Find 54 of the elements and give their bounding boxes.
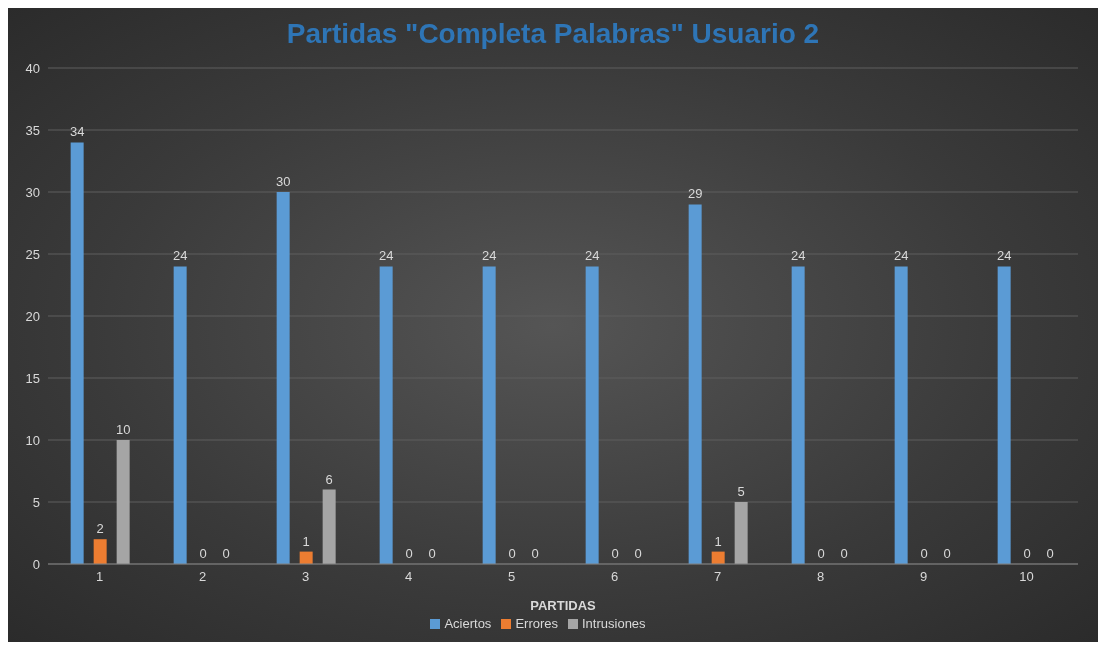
legend-label: Intrusiones [582, 616, 646, 631]
data-label: 24 [172, 248, 188, 264]
data-label: 6 [325, 471, 333, 487]
x-tick-label: 1 [95, 569, 104, 585]
y-tick-label: 20 [25, 308, 40, 324]
data-label: 0 [1046, 545, 1054, 561]
x-tick-label: 5 [507, 569, 516, 585]
data-label: 0 [920, 545, 928, 561]
data-label: 24 [790, 248, 806, 264]
data-label: 24 [378, 248, 394, 264]
x-tick-label: 4 [404, 569, 413, 585]
legend-label: Errores [515, 616, 558, 631]
x-tick-label: 2 [198, 569, 207, 585]
data-label: 34 [69, 124, 85, 140]
y-tick-label: 15 [25, 370, 40, 386]
data-label: 5 [737, 484, 745, 499]
x-tick-label: 3 [301, 569, 310, 585]
y-tick-label: 10 [25, 432, 40, 448]
data-label: 30 [275, 174, 291, 189]
y-tick-label: 5 [32, 494, 40, 510]
data-label: 0 [943, 545, 951, 561]
y-tick-label: 25 [25, 246, 40, 262]
data-label: 1 [302, 533, 310, 549]
data-label: 2 [96, 521, 104, 537]
data-label: 0 [531, 545, 539, 561]
data-label: 24 [996, 248, 1012, 264]
data-label: 29 [687, 186, 703, 202]
x-axis-title: PARTIDAS [530, 598, 597, 613]
data-label: 0 [428, 545, 436, 561]
chart-title: Partidas "Completa Palabras" Usuario 2 [285, 17, 821, 51]
x-tick-label: 7 [713, 569, 722, 585]
x-tick-label: 8 [816, 569, 825, 585]
y-tick-label: 30 [25, 184, 40, 200]
x-tick-label: 9 [919, 569, 928, 585]
data-label: 0 [1023, 545, 1031, 561]
data-label: 1 [714, 533, 722, 549]
data-label: 0 [840, 545, 848, 561]
data-label: 0 [405, 545, 413, 561]
data-label: 10 [115, 422, 131, 437]
data-label: 0 [634, 545, 642, 561]
data-label: 0 [611, 545, 619, 561]
x-tick-label: 6 [610, 569, 619, 585]
data-label: 0 [817, 545, 825, 561]
legend-label: Aciertos [444, 616, 492, 631]
y-tick-label: 40 [25, 60, 40, 76]
data-label: 24 [893, 248, 909, 264]
data-label: 24 [481, 248, 497, 264]
y-tick-label: 0 [32, 556, 40, 572]
x-tick-label: 10 [1019, 569, 1034, 585]
data-label: 0 [222, 545, 230, 561]
data-label: 24 [584, 248, 600, 264]
y-tick-label: 35 [25, 122, 40, 138]
data-label: 0 [199, 545, 207, 561]
data-label: 0 [508, 545, 516, 561]
